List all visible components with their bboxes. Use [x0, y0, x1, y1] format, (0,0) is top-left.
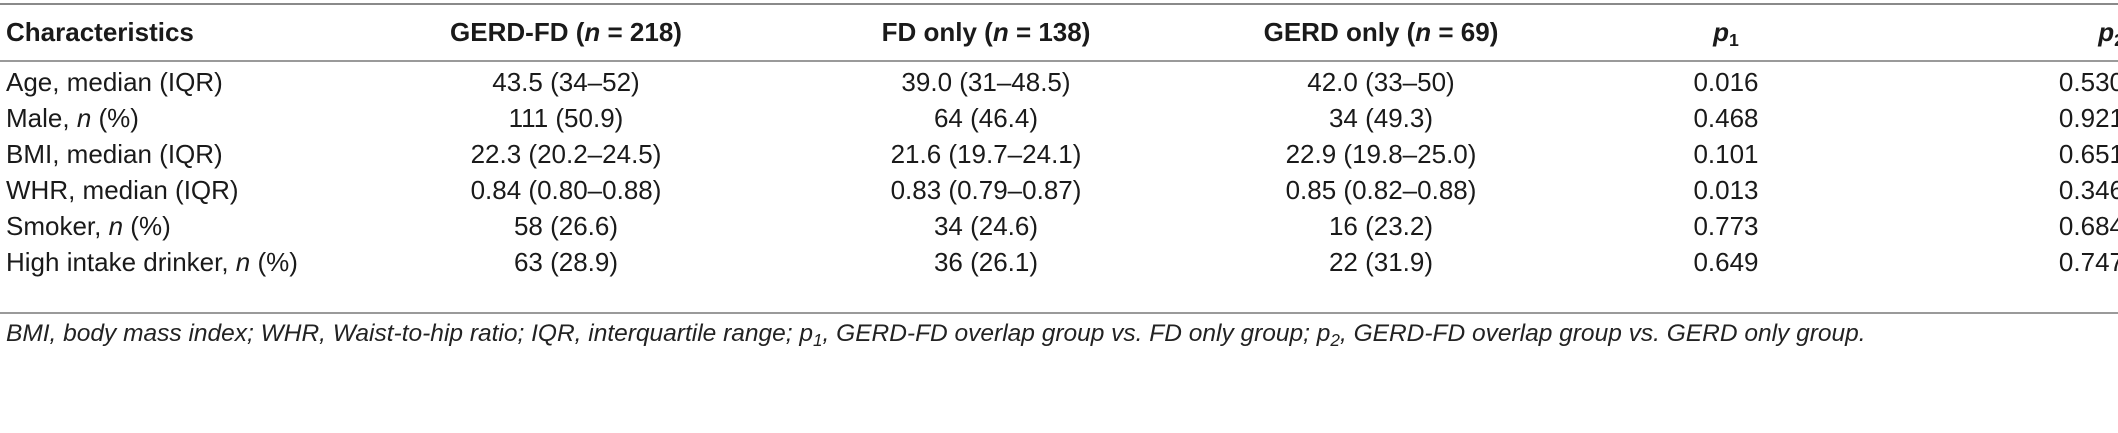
cell-fd-only: 36 (26.1) [933, 246, 1039, 277]
header-p2: p2 [2098, 17, 2118, 49]
header-characteristics: Characteristics [6, 17, 194, 47]
header-p1: p1 [1713, 17, 1739, 50]
cell-fd-only: 0.83 (0.79–0.87) [890, 174, 1082, 205]
header-fd-only: FD only (n = 138) [881, 17, 1091, 47]
cell-p2: 0.530 [2058, 66, 2118, 97]
bottom-rule [0, 312, 2118, 314]
table-row-smoker: Smoker, n (%) 58 (26.6) 34 (24.6) 16 (23… [0, 208, 2118, 244]
table-row-drinker: High intake drinker, n (%) 63 (28.9) 36 … [0, 244, 2118, 280]
cell-gerd-fd: 111 (50.9) [508, 102, 624, 133]
row-label: WHR, median (IQR) [6, 174, 239, 205]
cell-gerd-fd: 22.3 (20.2–24.5) [470, 138, 662, 169]
cell-p1: 0.468 [1693, 102, 1759, 133]
row-label: High intake drinker, n (%) [6, 246, 298, 277]
cell-p2: 0.684 [2058, 210, 2118, 241]
cell-gerd-fd: 0.84 (0.80–0.88) [470, 174, 662, 205]
cell-p1: 0.773 [1693, 210, 1759, 241]
cell-p1: 0.016 [1693, 66, 1759, 97]
cell-gerd-only: 34 (49.3) [1328, 102, 1434, 133]
cell-p1: 0.101 [1693, 138, 1759, 169]
table-row-bmi: BMI, median (IQR) 22.3 (20.2–24.5) 21.6 … [0, 136, 2118, 172]
cell-p1: 0.013 [1693, 174, 1759, 205]
header-gerd-only: GERD only (n = 69) [1263, 17, 1499, 47]
cell-gerd-fd: 43.5 (34–52) [492, 66, 640, 97]
cell-gerd-only: 42.0 (33–50) [1307, 66, 1455, 97]
top-rule [0, 3, 2118, 5]
header-rule [0, 60, 2118, 62]
row-label: Male, n (%) [6, 102, 139, 133]
cell-gerd-only: 16 (23.2) [1328, 210, 1434, 241]
cell-gerd-fd: 63 (28.9) [513, 246, 619, 277]
table-row-age: Age, median (IQR) 43.5 (34–52) 39.0 (31–… [0, 60, 2118, 100]
cell-p2: 0.921 [2058, 102, 2118, 133]
cell-fd-only: 34 (24.6) [933, 210, 1039, 241]
cell-p2: 0.346 [2058, 174, 2118, 205]
cell-fd-only: 64 (46.4) [933, 102, 1039, 133]
row-label: Smoker, n (%) [6, 210, 171, 241]
header-gerd-fd: GERD-FD (n = 218) [450, 17, 682, 47]
cell-fd-only: 21.6 (19.7–24.1) [890, 138, 1082, 169]
cell-p2: 0.747 [2058, 246, 2118, 277]
cell-gerd-only: 0.85 (0.82–0.88) [1285, 174, 1477, 205]
cell-fd-only: 39.0 (31–48.5) [901, 66, 1071, 97]
cell-gerd-only: 22.9 (19.8–25.0) [1285, 138, 1477, 169]
cell-gerd-only: 22 (31.9) [1328, 246, 1434, 277]
table-row-whr: WHR, median (IQR) 0.84 (0.80–0.88) 0.83 … [0, 172, 2118, 208]
table-footnote: BMI, body mass index; WHR, Waist-to-hip … [6, 320, 1866, 350]
cell-p1: 0.649 [1693, 246, 1759, 277]
cell-gerd-fd: 58 (26.6) [513, 210, 619, 241]
characteristics-table: Characteristics GERD-FD (n = 218) FD onl… [0, 5, 2118, 280]
row-label: BMI, median (IQR) [6, 138, 223, 169]
header-row: Characteristics GERD-FD (n = 218) FD onl… [0, 5, 2118, 60]
cell-p2: 0.651 [2058, 138, 2118, 169]
row-label: Age, median (IQR) [6, 66, 223, 97]
table-row-male: Male, n (%) 111 (50.9) 64 (46.4) 34 (49.… [0, 100, 2118, 136]
